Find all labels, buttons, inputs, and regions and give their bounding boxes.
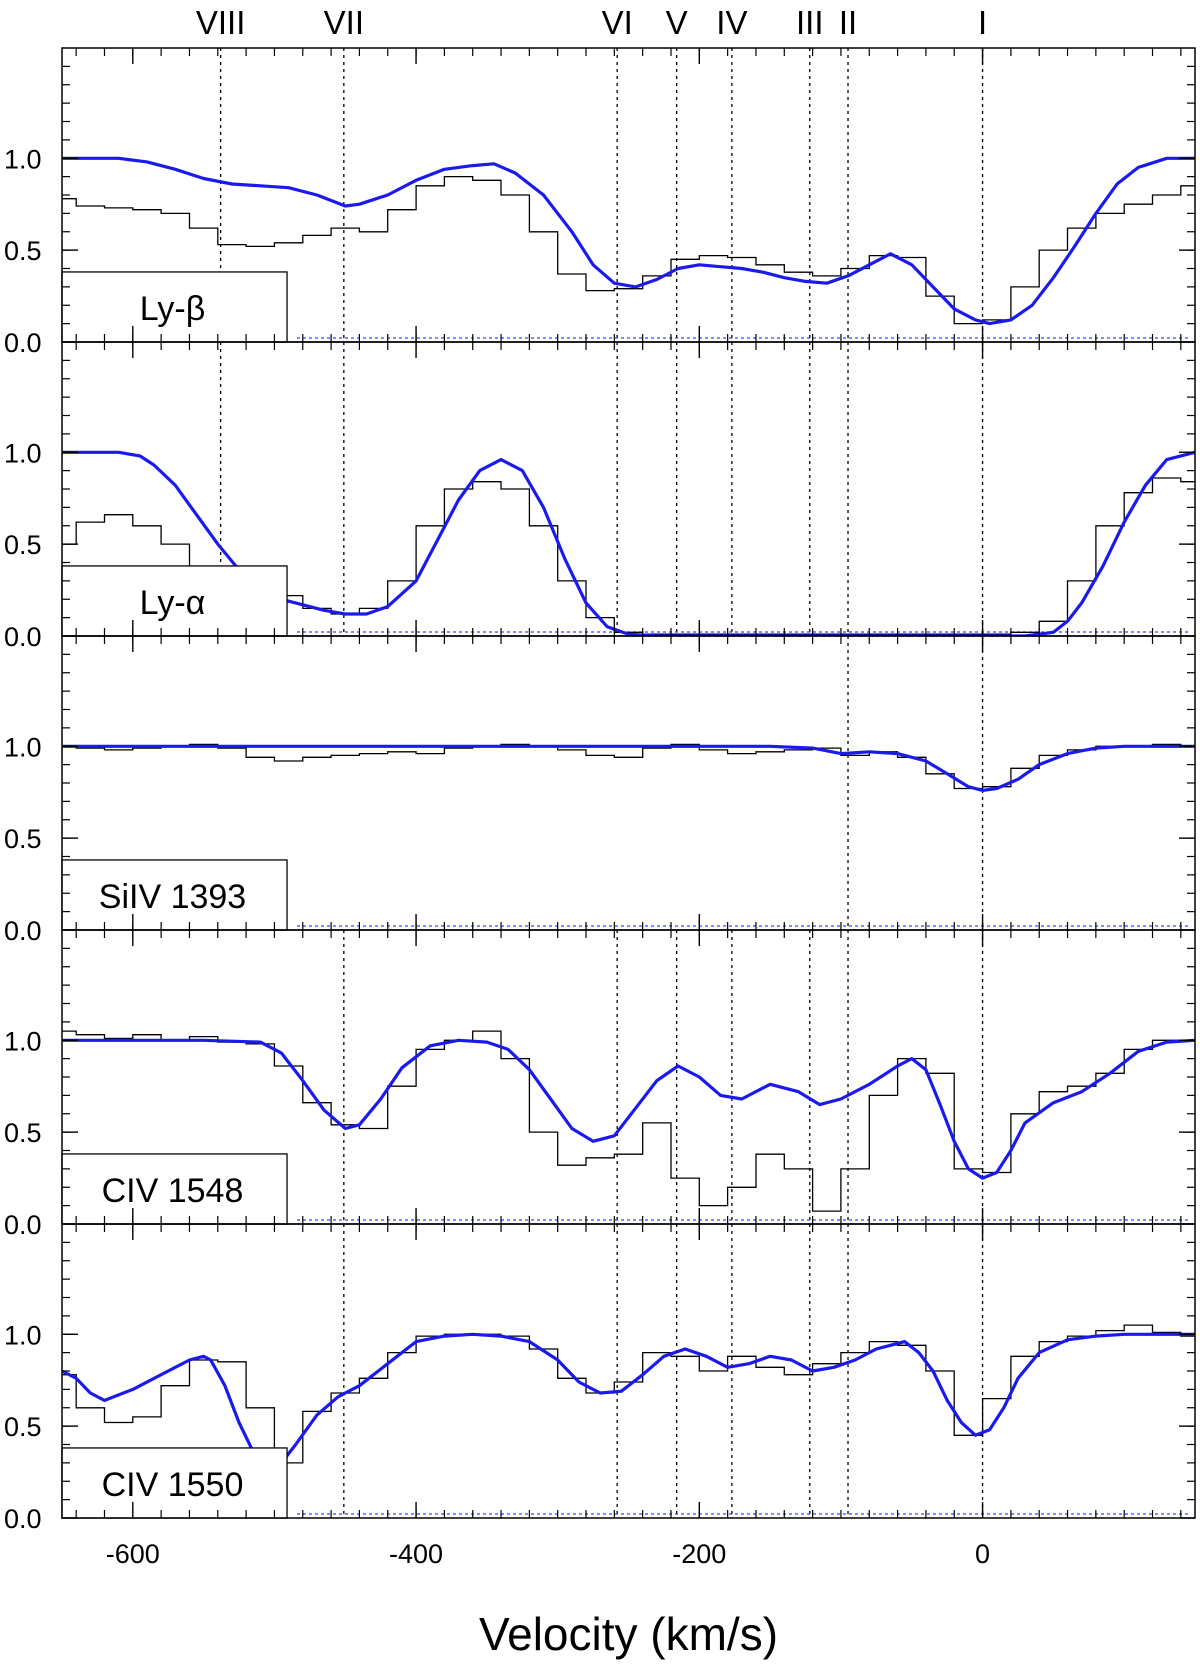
- x-tick-label: -400: [389, 1539, 443, 1569]
- panel-4: CIV 1550 0.0 0.5 1.0: [4, 1224, 1200, 1534]
- y-tick-label: 0.5: [4, 1412, 42, 1442]
- x-axis-title: Velocity (km/s): [479, 1608, 778, 1660]
- y-tick-label: 0.5: [4, 236, 42, 266]
- panel-1: Ly-α 0.0 0.5 1.0: [4, 342, 1200, 652]
- y-tick-label: 1.0: [4, 144, 42, 174]
- y-tick-label: 0.0: [4, 1504, 42, 1534]
- fit-curve: [62, 1334, 1195, 1466]
- data-histogram: [48, 744, 1200, 788]
- y-tick-label: 1.0: [4, 438, 42, 468]
- y-tick-label: 1.0: [4, 1026, 42, 1056]
- y-tick-label: 0.0: [4, 916, 42, 946]
- y-tick-label: 0.0: [4, 622, 42, 652]
- data-series: [48, 1325, 1200, 1466]
- panel-label: Ly-α: [140, 584, 206, 622]
- panel-2: SiIV 1393 0.0 0.5 1.0: [4, 636, 1200, 946]
- panel-label: Ly-β: [140, 290, 206, 328]
- data-series: [48, 744, 1200, 790]
- component-label-i: I: [978, 4, 987, 41]
- component-label-iv: IV: [716, 4, 747, 41]
- y-tick-label: 0.0: [4, 328, 42, 358]
- y-tick-label: 0.5: [4, 824, 42, 854]
- panel-3: CIV 1548 0.0 0.5 1.0: [4, 930, 1200, 1240]
- panel-label: CIV 1550: [102, 1466, 244, 1504]
- component-label-vi: VI: [602, 4, 633, 41]
- y-tick-label: 1.0: [4, 1320, 42, 1350]
- y-tick-label: 0.5: [4, 1118, 42, 1148]
- x-tick-label: 0: [975, 1539, 990, 1569]
- data-histogram: [48, 1325, 1200, 1463]
- panel-label: CIV 1548: [102, 1172, 244, 1210]
- panel-label: SiIV 1393: [99, 878, 246, 916]
- y-tick-label: 1.0: [4, 732, 42, 762]
- component-label-v: V: [666, 4, 688, 41]
- y-tick-label: 0.5: [4, 530, 42, 560]
- x-tick-label: -600: [106, 1539, 160, 1569]
- component-label-ii: II: [839, 4, 857, 41]
- y-tick-label: 0.0: [4, 1210, 42, 1240]
- component-label-viii: VIII: [196, 4, 246, 41]
- component-label-iii: III: [796, 4, 824, 41]
- x-tick-label: -200: [672, 1539, 726, 1569]
- component-label-vii: VII: [324, 4, 364, 41]
- panel-0: Ly-β 0.0 0.5 1.0: [4, 48, 1200, 358]
